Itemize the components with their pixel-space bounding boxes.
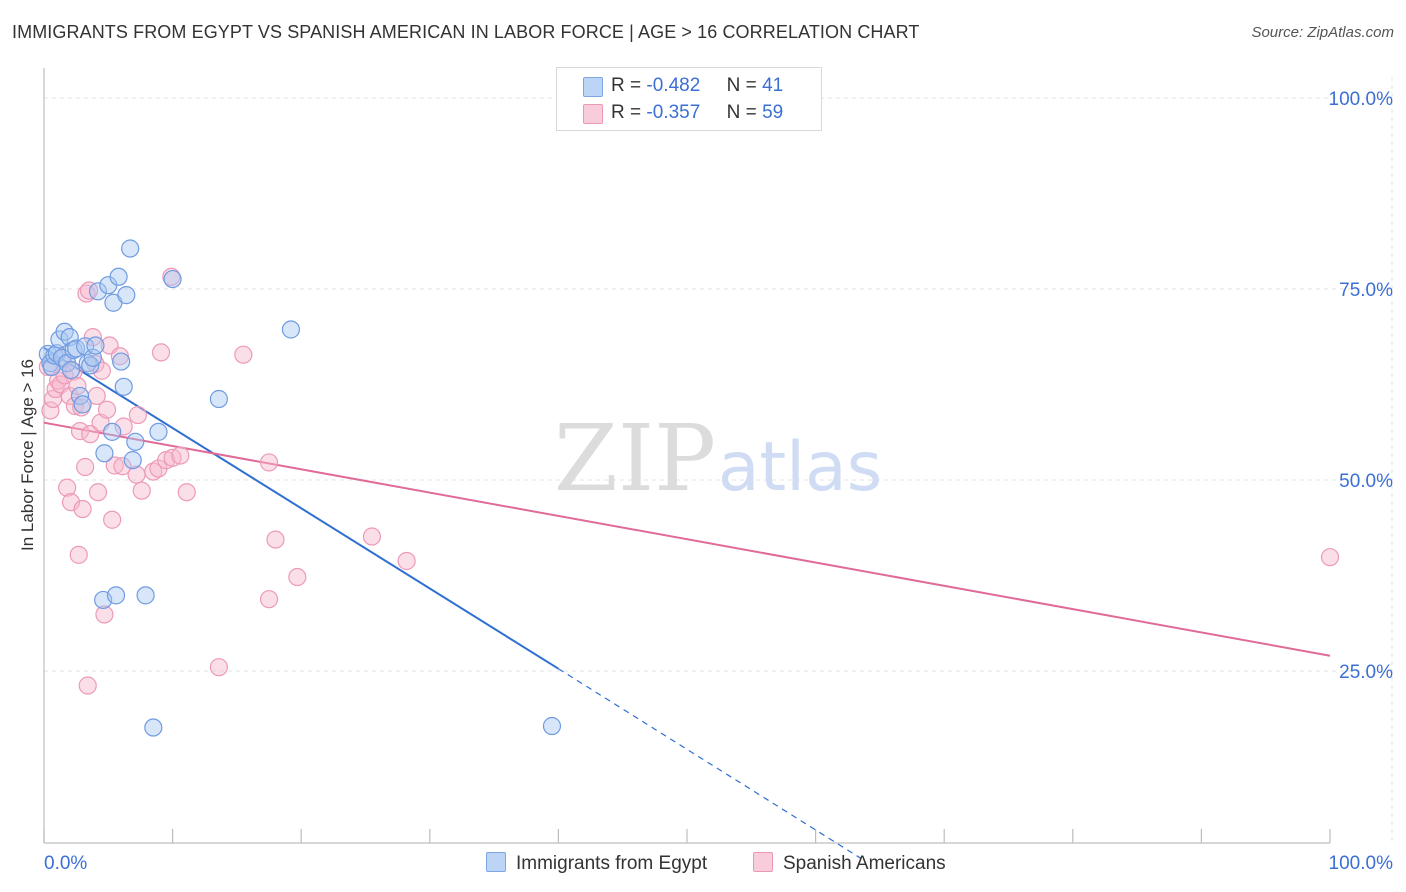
- point-egypt: [121, 239, 140, 258]
- bottom-legend-swatch-spanish: [753, 852, 773, 872]
- point-spanish: [65, 396, 84, 415]
- point-egypt: [42, 357, 61, 377]
- point-egypt: [144, 718, 163, 737]
- y-tick-label: 25.0%: [1339, 662, 1393, 683]
- point-egypt: [136, 586, 155, 605]
- bottom-legend-label-spanish: Spanish Americans: [783, 853, 946, 874]
- point-spanish: [88, 483, 108, 502]
- point-spanish: [171, 446, 190, 465]
- point-spanish: [144, 462, 163, 481]
- correlation-legend: R = -0.482 N = 41 R = -0.357 N = 59: [556, 67, 822, 131]
- point-spanish: [105, 456, 124, 475]
- point-egypt: [55, 322, 74, 341]
- point-egypt: [95, 444, 114, 463]
- point-spanish: [78, 676, 97, 695]
- legend-n-label: N =: [726, 75, 757, 96]
- point-egypt: [109, 267, 128, 286]
- point-spanish: [288, 567, 307, 587]
- point-egypt: [542, 716, 562, 736]
- point-egypt: [281, 320, 301, 339]
- point-spanish: [259, 453, 279, 472]
- point-spanish: [97, 400, 117, 419]
- point-spanish: [92, 361, 111, 380]
- x-tick-label-min: 0.0%: [44, 853, 87, 874]
- legend-r-label: R =: [611, 75, 642, 96]
- point-spanish: [259, 590, 279, 609]
- point-spanish: [1320, 548, 1340, 567]
- legend-n-label: N =: [726, 102, 757, 123]
- point-spanish: [95, 605, 114, 624]
- legend-swatch-egypt: [583, 77, 603, 97]
- point-spanish: [266, 530, 285, 549]
- point-spanish: [61, 493, 81, 512]
- point-egypt: [117, 286, 136, 305]
- point-egypt: [88, 282, 108, 301]
- y-tick-label: 100.0%: [1329, 89, 1394, 110]
- point-egypt: [103, 422, 122, 441]
- legend-r-value-egypt: -0.482: [646, 75, 701, 96]
- gridlines: [44, 77, 1393, 843]
- point-egypt: [86, 336, 105, 355]
- trend-line-egypt: [43, 346, 559, 670]
- point-spanish: [209, 658, 228, 677]
- bottom-legend-label-egypt: Immigrants from Egypt: [516, 853, 708, 874]
- watermark-zip: ZIP: [554, 405, 716, 512]
- point-spanish: [113, 457, 132, 476]
- axes: [43, 68, 1331, 844]
- tick-labels: 25.0% 50.0% 75.0% 100.0% 0.0% 100.0%: [44, 89, 1393, 874]
- point-egypt: [126, 432, 145, 451]
- point-egypt: [114, 377, 133, 396]
- trend-line-spanish: [43, 421, 1331, 657]
- point-egypt: [163, 269, 182, 289]
- legend-r-label: R =: [611, 102, 642, 123]
- legend-swatch-spanish: [583, 104, 603, 124]
- watermark-atlas: atlas: [718, 428, 882, 507]
- watermark: ZIP atlas: [554, 405, 882, 512]
- point-spanish: [397, 551, 416, 571]
- point-egypt: [61, 360, 81, 380]
- point-spanish: [132, 481, 151, 500]
- point-egypt: [149, 422, 168, 441]
- point-spanish: [128, 405, 147, 425]
- bottom-legend-swatch-egypt: [486, 852, 506, 872]
- legend-n-value-spanish: 59: [762, 102, 784, 123]
- point-spanish: [77, 284, 96, 303]
- point-spanish: [70, 422, 90, 441]
- point-spanish: [76, 457, 95, 477]
- trend-line-egypt-extrapolated: [558, 668, 861, 859]
- point-spanish: [151, 343, 171, 362]
- point-egypt: [73, 395, 92, 414]
- point-spanish: [81, 425, 100, 444]
- legend-r-value-spanish: -0.357: [646, 102, 701, 123]
- y-tick-label: 50.0%: [1339, 471, 1393, 492]
- point-egypt: [123, 451, 142, 470]
- chart-title: IMMIGRANTS FROM EGYPT VS SPANISH AMERICA…: [12, 22, 920, 42]
- trend-lines: [43, 346, 1331, 859]
- source-credit: Source: ZipAtlas.com: [1251, 24, 1394, 41]
- bottom-legend-egypt: Immigrants from Egypt: [486, 852, 707, 875]
- point-egypt: [78, 354, 97, 373]
- point-spanish: [73, 499, 92, 519]
- point-egypt: [112, 352, 131, 371]
- point-egypt: [106, 586, 126, 605]
- x-tick-label-max: 100.0%: [1329, 853, 1394, 874]
- bottom-legend-spanish: Spanish Americans: [753, 852, 946, 875]
- point-egypt: [209, 389, 228, 409]
- point-spanish: [177, 483, 196, 502]
- point-spanish: [362, 527, 382, 546]
- point-spanish: [41, 401, 60, 420]
- y-tick-label: 75.0%: [1339, 280, 1393, 301]
- point-spanish: [103, 510, 122, 529]
- point-spanish: [114, 417, 133, 436]
- legend-n-value-egypt: 41: [762, 75, 784, 96]
- point-spanish: [58, 478, 77, 497]
- point-spanish: [60, 386, 79, 406]
- point-spanish: [234, 345, 253, 364]
- data-points: [38, 239, 1340, 737]
- point-spanish: [69, 545, 88, 564]
